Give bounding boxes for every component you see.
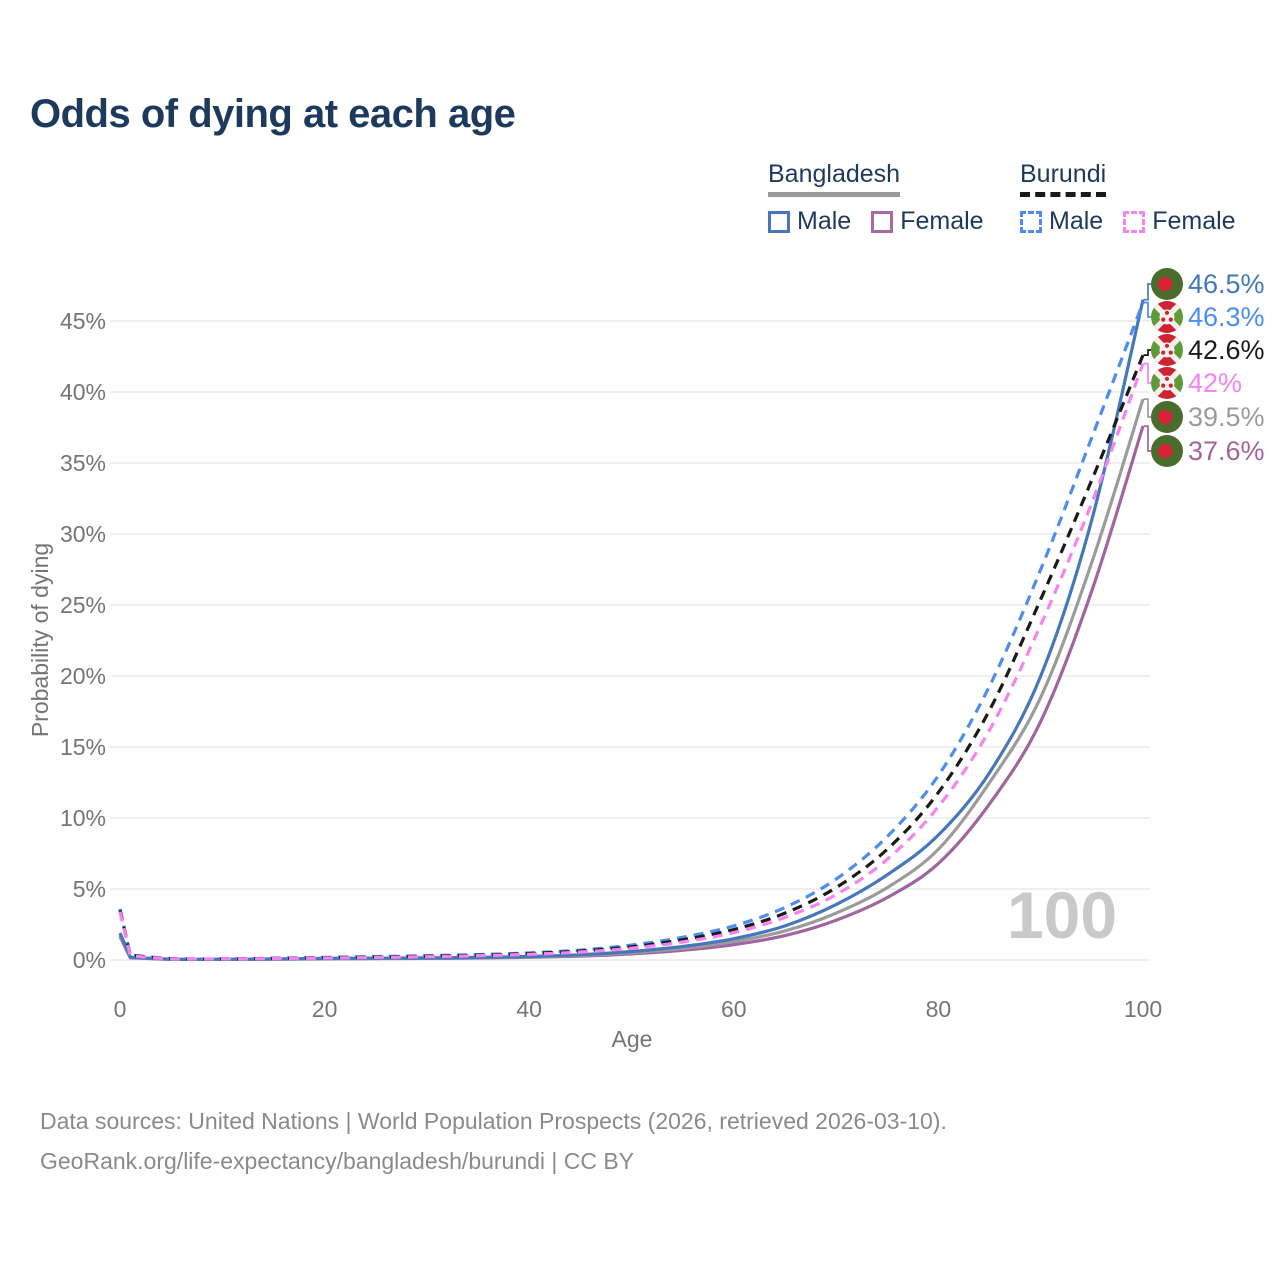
flag-shape — [1151, 317, 1183, 333]
footer-data-sources: Data sources: United Nations | World Pop… — [40, 1108, 947, 1134]
series-line-burundi[interactable] — [118, 354, 1145, 961]
burundi-flag-icon — [1151, 334, 1183, 366]
flag-shape — [1151, 367, 1183, 399]
y-tick-label: 15% — [60, 734, 106, 760]
series-line-bangladesh-male[interactable] — [118, 299, 1145, 961]
legend-item-bangladesh-female[interactable]: Female — [871, 207, 984, 236]
flag-star — [1164, 310, 1170, 315]
chart-title: Odds of dying at each age — [30, 92, 516, 136]
y-tick-label: 25% — [60, 592, 106, 618]
flag-star — [1168, 317, 1173, 322]
legend-row-burundi: Male Female — [1020, 207, 1236, 236]
legend-group-bangladesh: Bangladesh Male Female — [768, 160, 984, 236]
y-tick-label: 0% — [73, 947, 106, 973]
x-tick-label: 40 — [516, 996, 542, 1022]
flag-star — [1164, 376, 1170, 381]
age-watermark: 100 — [1007, 878, 1117, 952]
bangladesh-male-swatch-icon — [768, 210, 790, 233]
bangladesh-flag-icon — [1151, 268, 1183, 300]
x-tick-label: 80 — [926, 996, 952, 1022]
x-tick-label: 0 — [114, 996, 127, 1022]
legend-item-label: Female — [1152, 207, 1236, 235]
legend-header-burundi: Burundi — [1020, 160, 1107, 197]
legend-item-bangladesh-male[interactable]: Male — [768, 207, 851, 236]
legend-item-burundi-female[interactable]: Female — [1123, 207, 1236, 236]
burundi-female-swatch-icon — [1123, 210, 1146, 233]
y-tick-label: 35% — [60, 450, 106, 476]
legend-header-bangladesh: Bangladesh — [768, 160, 901, 197]
end-value-label: 46.5% — [1188, 269, 1265, 299]
end-value-label: 42% — [1188, 368, 1242, 398]
flag-shape — [1151, 350, 1183, 366]
flag-shape — [1158, 410, 1173, 424]
bangladesh-flag-icon — [1151, 435, 1183, 467]
y-tick-label: 45% — [60, 308, 106, 334]
bangladesh-female-swatch-icon — [871, 210, 894, 233]
flag-shape — [1158, 444, 1173, 458]
flag-shape — [1151, 301, 1167, 333]
y-tick-label: 5% — [73, 876, 106, 902]
y-axis-title: Probability of dying — [27, 543, 53, 737]
y-tick-label: 10% — [60, 805, 106, 831]
flag-shape — [1167, 367, 1183, 399]
end-label-connector — [1143, 301, 1151, 318]
end-value-label: 39.5% — [1188, 402, 1265, 432]
x-tick-label: 20 — [312, 996, 338, 1022]
series-line-burundi-female[interactable] — [118, 363, 1145, 961]
flag-star — [1164, 343, 1170, 348]
end-value-label: 46.3% — [1188, 302, 1265, 332]
flag-shape — [1151, 301, 1183, 317]
footer-attribution: GeoRank.org/life-expectancy/bangladesh/b… — [40, 1148, 635, 1174]
y-tick-label: 20% — [60, 663, 106, 689]
end-label-connector — [1143, 349, 1151, 356]
end-label-connector — [1143, 283, 1151, 301]
flag-shape — [1167, 334, 1183, 366]
y-tick-label: 40% — [60, 379, 106, 405]
bangladesh-flag-icon — [1151, 401, 1183, 433]
legend-item-label: Male — [797, 207, 852, 235]
y-tick-label: 30% — [60, 521, 106, 547]
flag-star — [1161, 383, 1166, 388]
legend-item-label: Male — [1049, 207, 1104, 235]
legend-item-burundi-male[interactable]: Male — [1020, 207, 1103, 236]
flag-shape — [1158, 277, 1173, 291]
flag-shape — [1151, 334, 1183, 366]
flag-shape — [1151, 334, 1183, 350]
end-label-connector — [1143, 425, 1151, 452]
flag-star — [1161, 350, 1166, 355]
burundi-flag-icon — [1151, 367, 1183, 399]
flag-shape — [1151, 334, 1167, 366]
flag-shape — [1151, 383, 1183, 399]
series-line-burundi-male[interactable] — [118, 301, 1145, 961]
flag-shape — [1167, 301, 1183, 333]
flag-shape — [1151, 367, 1183, 383]
end-label-connector — [1143, 362, 1151, 384]
series-line-bangladesh-female[interactable] — [118, 425, 1145, 962]
flag-shape — [1151, 367, 1167, 399]
end-label-connector — [1143, 398, 1151, 418]
burundi-male-swatch-icon — [1020, 210, 1042, 233]
end-value-label: 42.6% — [1188, 335, 1265, 365]
x-tick-label: 60 — [721, 996, 747, 1022]
flag-star — [1168, 383, 1173, 388]
burundi-flag-icon — [1151, 301, 1183, 333]
legend-group-burundi: Burundi Male Female — [1020, 160, 1236, 236]
x-axis-title: Age — [612, 1026, 653, 1052]
flag-star — [1168, 350, 1173, 355]
legend-item-label: Female — [900, 207, 984, 235]
flag-shape — [1151, 301, 1183, 333]
legend-row-bangladesh: Male Female — [768, 207, 984, 236]
end-value-label: 37.6% — [1188, 436, 1265, 466]
flag-star — [1161, 317, 1166, 322]
series-line-bangladesh[interactable] — [118, 398, 1145, 962]
x-tick-label: 100 — [1124, 996, 1162, 1022]
